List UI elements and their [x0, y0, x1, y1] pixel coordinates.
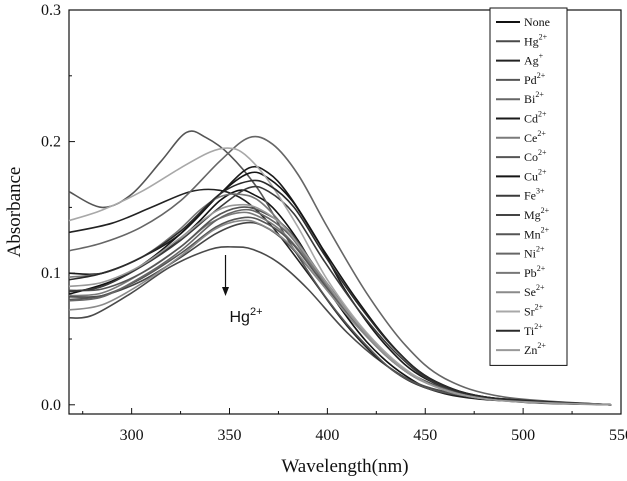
x-tick-label: 550	[609, 427, 627, 444]
legend: NoneHg2+Ag+Pd2+Bi2+Cd2+Ce2+Co2+Cu2+Fe3+M…	[490, 8, 567, 365]
chart-svg: 300 350 400 450 500 550 0.0 0.1 0.2 0.3 Hg2+ None…	[0, 0, 627, 481]
x-tick-label: 500	[511, 427, 535, 444]
x-tick-label: 400	[315, 427, 339, 444]
annotation-label: Hg2+	[230, 306, 263, 326]
x-tick-label: 450	[413, 427, 437, 444]
y-axis-label: Absorbance	[4, 167, 25, 258]
legend-label: None	[524, 15, 550, 29]
annotation: Hg2+	[222, 255, 262, 326]
y-tick-label: 0.0	[41, 397, 61, 414]
x-tick-label: 300	[120, 427, 144, 444]
y-tick-label: 0.1	[41, 265, 61, 282]
x-tick-label: 350	[218, 427, 242, 444]
absorbance-chart: 300 350 400 450 500 550 0.0 0.1 0.2 0.3 Hg2+ None…	[0, 0, 627, 481]
y-tick-label: 0.3	[41, 2, 61, 19]
x-axis-label: Wavelength(nm)	[281, 456, 408, 477]
y-tick-label: 0.2	[41, 134, 61, 151]
annotation-arrowhead	[222, 287, 229, 296]
